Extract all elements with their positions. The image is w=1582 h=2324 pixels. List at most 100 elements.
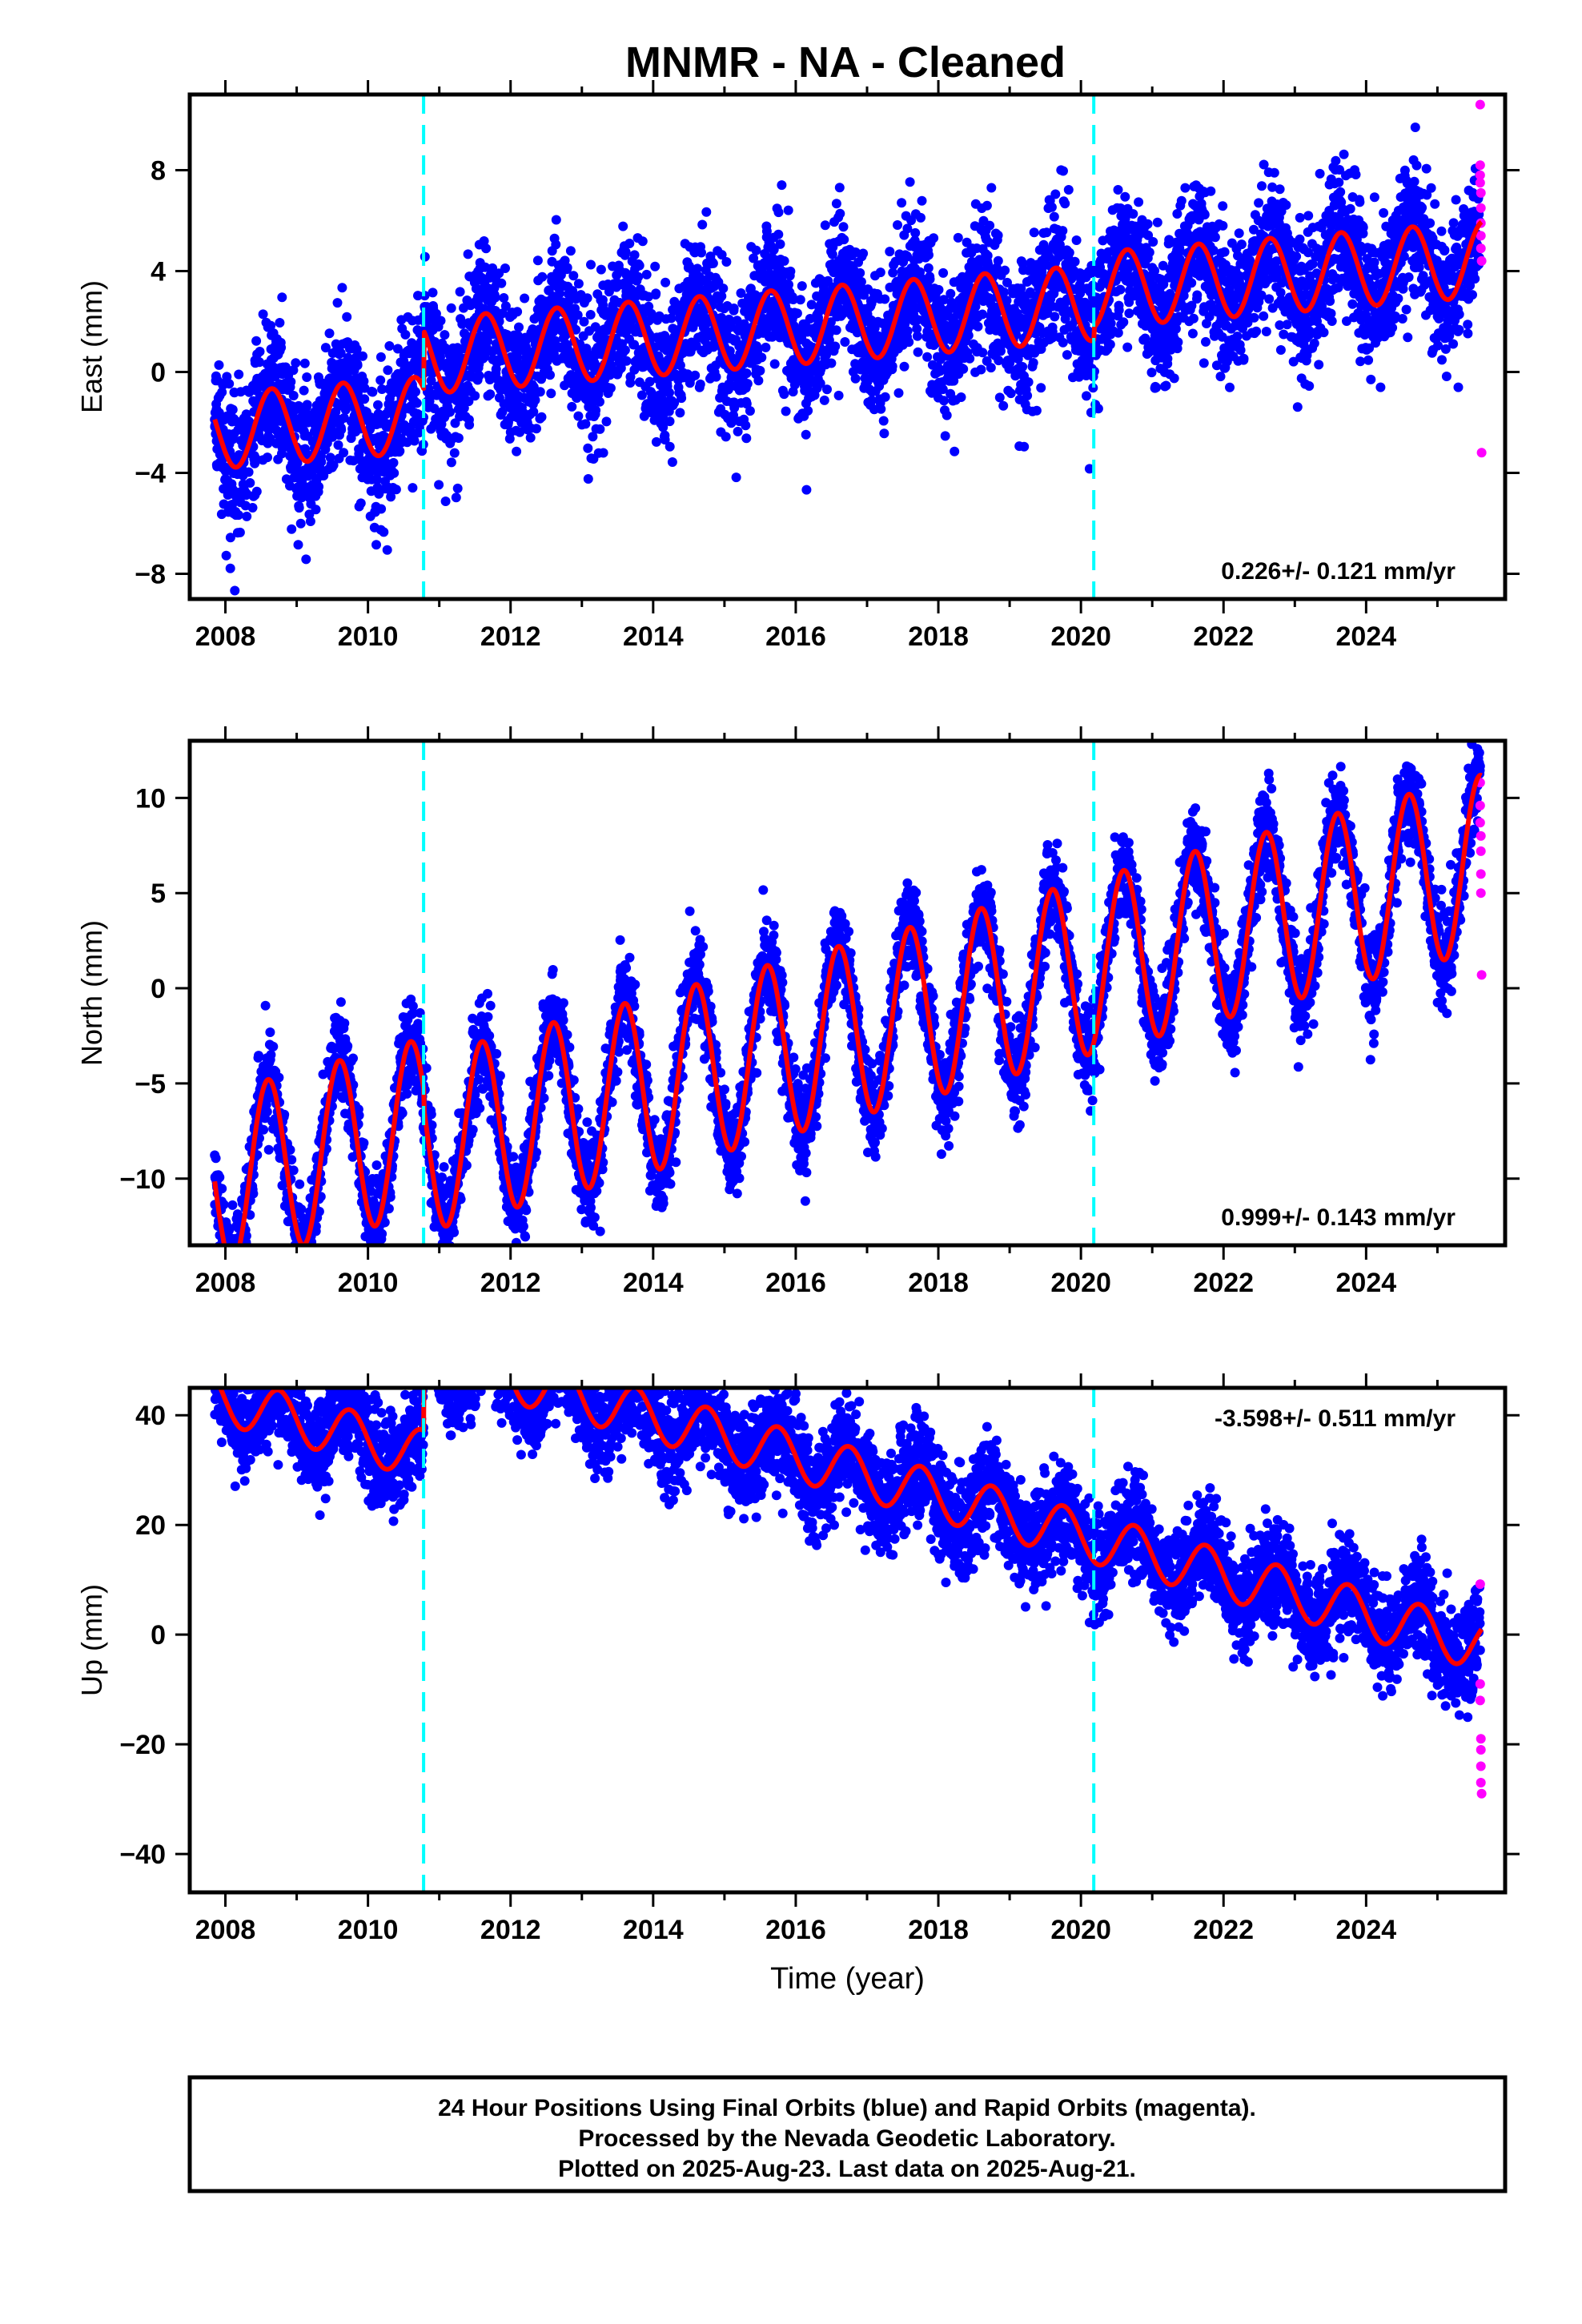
final-orbit-point bbox=[499, 293, 509, 303]
final-orbit-point bbox=[950, 446, 960, 456]
final-orbit-point bbox=[994, 392, 1005, 403]
final-orbit-point bbox=[620, 345, 630, 356]
final-orbit-point bbox=[294, 503, 304, 513]
final-orbit-point bbox=[449, 448, 460, 458]
final-orbit-point bbox=[1261, 327, 1271, 336]
final-orbit-point bbox=[923, 263, 934, 273]
final-orbit-point bbox=[388, 457, 399, 468]
final-orbit-point bbox=[697, 247, 706, 258]
final-orbit-point bbox=[775, 239, 785, 249]
final-orbit-point bbox=[227, 404, 238, 415]
final-orbit-point bbox=[1058, 226, 1068, 236]
final-orbit-point bbox=[384, 341, 395, 351]
final-orbit-point bbox=[801, 429, 811, 440]
final-orbit-point bbox=[1058, 337, 1068, 348]
final-orbit-point bbox=[831, 325, 841, 336]
final-orbit-point bbox=[336, 424, 347, 435]
final-orbit-point bbox=[902, 326, 913, 336]
final-orbit-point bbox=[899, 361, 909, 372]
final-orbit-point bbox=[986, 183, 997, 193]
final-orbit-point bbox=[690, 370, 701, 380]
final-orbit-point bbox=[536, 412, 547, 422]
final-orbit-point bbox=[451, 493, 461, 503]
final-orbit-point bbox=[880, 294, 890, 304]
final-orbit-point bbox=[1219, 247, 1230, 257]
final-orbit-point bbox=[434, 480, 444, 490]
final-orbit-point bbox=[455, 287, 465, 297]
final-orbit-point bbox=[885, 247, 895, 257]
final-orbit-point bbox=[838, 222, 849, 232]
final-orbit-point bbox=[221, 550, 231, 561]
final-orbit-point bbox=[333, 440, 343, 450]
final-orbit-point bbox=[667, 457, 677, 467]
final-orbit-point bbox=[376, 504, 387, 514]
final-orbit-point bbox=[234, 369, 244, 380]
final-orbit-point bbox=[324, 328, 335, 339]
final-orbit-point bbox=[217, 387, 227, 397]
final-orbit-point bbox=[464, 420, 475, 430]
final-orbit-point bbox=[1122, 342, 1133, 352]
final-orbit-point bbox=[431, 308, 441, 319]
final-orbit-point bbox=[408, 483, 418, 493]
final-orbit-point bbox=[1161, 380, 1171, 391]
final-orbit-point bbox=[916, 212, 926, 223]
final-orbit-point bbox=[295, 518, 306, 529]
final-orbit-point bbox=[855, 267, 865, 278]
final-orbit-point bbox=[595, 396, 604, 407]
final-orbit-point bbox=[595, 424, 605, 434]
final-orbit-point bbox=[1148, 237, 1158, 247]
east-plot-area bbox=[210, 94, 1487, 599]
final-orbit-point bbox=[328, 460, 339, 470]
final-orbit-point bbox=[214, 360, 224, 370]
final-orbit-point bbox=[985, 220, 995, 231]
final-orbit-point bbox=[596, 264, 606, 275]
final-orbit-point bbox=[1295, 234, 1305, 244]
final-orbit-point bbox=[227, 500, 238, 509]
final-orbit-point bbox=[265, 433, 275, 444]
final-orbit-point bbox=[490, 292, 500, 303]
final-orbit-point bbox=[255, 347, 265, 356]
final-orbit-point bbox=[1236, 239, 1247, 250]
final-orbit-point bbox=[697, 219, 708, 230]
final-orbit-point bbox=[367, 387, 378, 397]
final-orbit-point bbox=[573, 411, 584, 421]
final-orbit-point bbox=[1199, 358, 1209, 368]
final-orbit-point bbox=[1225, 382, 1235, 392]
final-orbit-point bbox=[721, 257, 732, 267]
final-orbit-point bbox=[263, 452, 272, 463]
final-orbit-point bbox=[675, 408, 685, 418]
final-orbit-point bbox=[351, 344, 362, 354]
final-orbit-point bbox=[1019, 441, 1030, 452]
final-orbit-point bbox=[1314, 360, 1324, 370]
final-orbit-point bbox=[340, 404, 351, 415]
final-orbit-point bbox=[833, 390, 844, 400]
final-orbit-point bbox=[978, 348, 988, 358]
final-orbit-point bbox=[1082, 391, 1091, 401]
final-orbit-point bbox=[1128, 209, 1138, 219]
final-orbit-point bbox=[436, 316, 446, 326]
final-orbit-point bbox=[956, 392, 966, 402]
final-orbit-point bbox=[242, 511, 252, 521]
final-orbit-point bbox=[233, 510, 243, 521]
final-orbit-point bbox=[878, 416, 889, 426]
final-orbit-point bbox=[1064, 247, 1074, 258]
final-orbit-point bbox=[214, 408, 224, 418]
final-orbit-point bbox=[621, 356, 632, 366]
final-orbit-point bbox=[348, 456, 359, 466]
final-orbit-point bbox=[1018, 362, 1028, 372]
final-orbit-point bbox=[288, 391, 299, 400]
final-orbit-point bbox=[729, 304, 739, 313]
final-orbit-point bbox=[1315, 168, 1325, 179]
final-orbit-point bbox=[286, 376, 296, 387]
final-orbit-point bbox=[496, 278, 507, 288]
final-orbit-point bbox=[783, 205, 793, 215]
final-orbit-point bbox=[1251, 326, 1262, 336]
final-orbit-point bbox=[1060, 199, 1070, 209]
final-orbit-point bbox=[1151, 382, 1162, 392]
final-orbit-point bbox=[277, 292, 287, 303]
final-orbit-point bbox=[1254, 198, 1264, 208]
final-orbit-point bbox=[1113, 185, 1123, 195]
final-orbit-point bbox=[677, 393, 687, 404]
final-orbit-point bbox=[520, 293, 530, 304]
final-orbit-point bbox=[411, 387, 420, 397]
